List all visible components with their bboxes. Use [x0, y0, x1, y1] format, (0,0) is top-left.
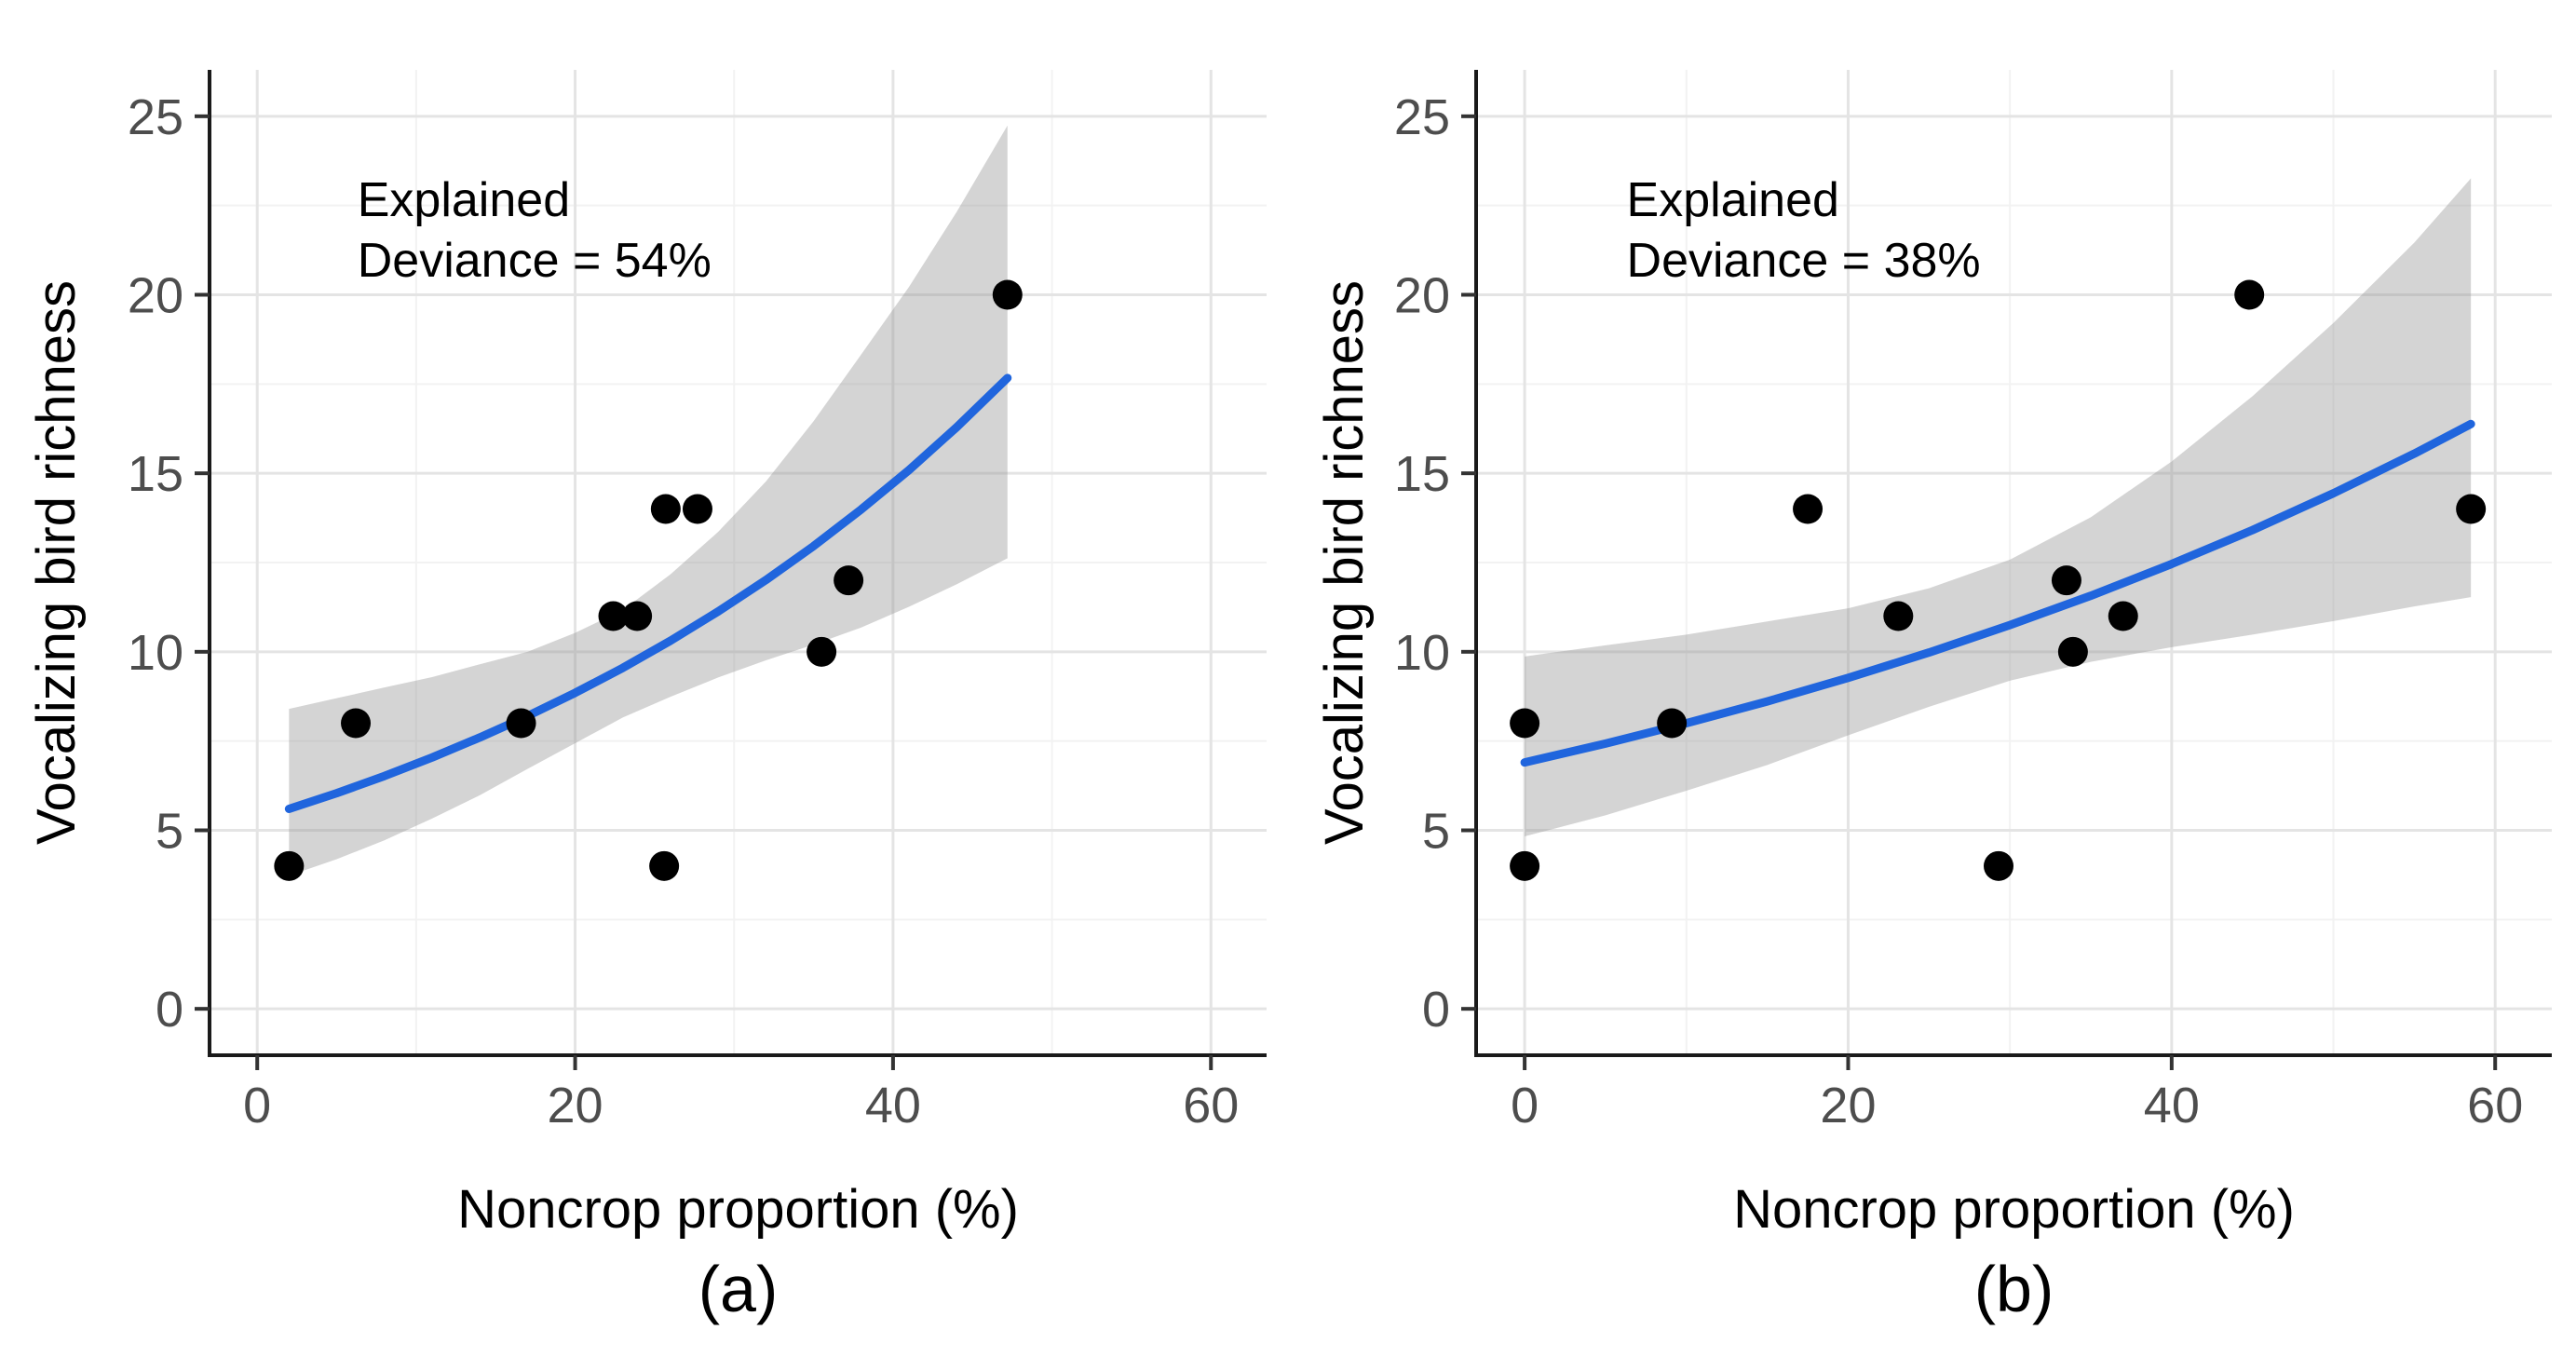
- y-tick-label: 10: [128, 625, 183, 681]
- x-axis-title: Noncrop proportion (%): [457, 1179, 1019, 1240]
- x-tick-label: 40: [2144, 1078, 2200, 1133]
- y-tick-label: 20: [128, 268, 183, 324]
- y-axis-title: Vocalizing bird richness: [26, 280, 87, 845]
- data-point: [1510, 850, 1540, 881]
- explained-deviance-annotation-line: Explained: [1627, 173, 1839, 227]
- panel-caption: (b): [1974, 1253, 2054, 1325]
- data-point: [2051, 565, 2081, 596]
- smooth-line: [284, 373, 1012, 813]
- data-point: [2234, 279, 2265, 310]
- y-axis-title: Vocalizing bird richness: [1314, 280, 1375, 845]
- data-point: [992, 279, 1023, 310]
- data-point: [834, 565, 864, 596]
- explained-deviance-annotation-line: Explained: [358, 173, 570, 227]
- y-tick-label: 0: [1422, 982, 1450, 1038]
- data-point: [2057, 636, 2088, 667]
- scatter-plot-a: 0 20 40 60 0 5 10 15 20 25 Noncrop proportion (%) V…: [0, 0, 1288, 1357]
- data-point: [2456, 494, 2487, 524]
- explained-deviance-annotation-line: Deviance = 38%: [1627, 234, 1981, 288]
- data-point: [622, 601, 653, 631]
- y-tick-label: 5: [1422, 804, 1450, 860]
- data-point: [1657, 708, 1688, 739]
- y-tick-label: 20: [1394, 268, 1450, 324]
- data-point: [682, 494, 712, 524]
- confidence-ribbon: [289, 125, 1008, 876]
- data-point: [2108, 601, 2138, 631]
- y-tick-label: 25: [128, 89, 183, 145]
- data-point: [807, 636, 837, 667]
- panel-background: [0, 0, 1288, 1357]
- data-point: [649, 850, 680, 881]
- data-point: [1793, 494, 1824, 524]
- x-tick-label: 0: [243, 1078, 271, 1133]
- panel-a: 0 20 40 60 0 5 10 15 20 25 Noncrop proportion (%) V…: [0, 0, 1288, 1357]
- scatter-plot-b: 0 20 40 60 0 5 10 15 20 25 Noncrop proportion (%) V…: [1288, 0, 2576, 1357]
- y-tick-label: 15: [1394, 446, 1450, 502]
- y-tick-label: 15: [128, 446, 183, 502]
- data-point: [506, 708, 536, 739]
- data-point: [1984, 850, 2013, 881]
- data-point: [1883, 601, 1914, 631]
- confidence-ribbon: [1525, 178, 2472, 837]
- data-point: [341, 708, 372, 739]
- data-point: [598, 601, 629, 631]
- x-tick-label: 20: [548, 1078, 603, 1133]
- data-point: [650, 494, 681, 524]
- y-tick-label: 0: [156, 982, 183, 1038]
- y-tick-label: 10: [1394, 625, 1450, 681]
- y-tick-label: 25: [1394, 89, 1450, 145]
- data-point: [1510, 708, 1540, 739]
- panel-background: [1288, 0, 2576, 1357]
- panel-caption: (a): [698, 1253, 779, 1325]
- x-tick-label: 60: [2467, 1078, 2523, 1133]
- x-tick-label: 60: [1183, 1078, 1239, 1133]
- panel-b: 0 20 40 60 0 5 10 15 20 25 Noncrop proportion (%) V…: [1288, 0, 2576, 1357]
- x-axis-title: Noncrop proportion (%): [1733, 1179, 2295, 1240]
- y-tick-label: 5: [156, 804, 183, 860]
- data-point: [274, 850, 305, 881]
- x-tick-label: 20: [1820, 1078, 1876, 1133]
- explained-deviance-annotation-line: Deviance = 54%: [358, 234, 712, 288]
- x-tick-label: 40: [865, 1078, 921, 1133]
- x-tick-label: 0: [1511, 1078, 1539, 1133]
